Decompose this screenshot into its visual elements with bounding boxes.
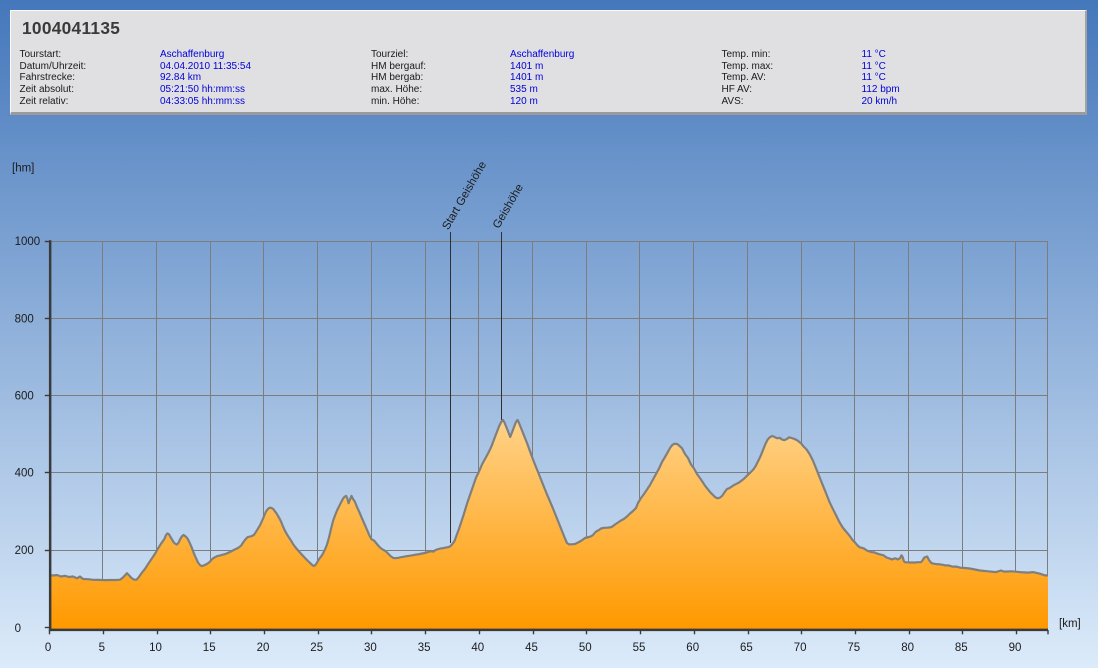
svg-text:85: 85 [955, 642, 968, 654]
svg-text:200: 200 [15, 545, 34, 557]
svg-text:55: 55 [633, 642, 646, 654]
svg-text:70: 70 [794, 642, 807, 654]
svg-text:60: 60 [686, 642, 699, 654]
svg-text:Geishöhe: Geishöhe [491, 182, 526, 231]
svg-text:20: 20 [257, 642, 270, 654]
svg-text:600: 600 [15, 391, 34, 403]
svg-text:5: 5 [99, 642, 105, 654]
svg-text:15: 15 [203, 642, 216, 654]
svg-text:0: 0 [45, 642, 51, 654]
svg-text:1000: 1000 [15, 236, 41, 248]
svg-text:10: 10 [149, 642, 162, 654]
svg-text:0: 0 [15, 623, 21, 635]
svg-text:75: 75 [847, 642, 860, 654]
svg-text:Start Geishöhe: Start Geishöhe [440, 160, 489, 232]
svg-text:[hm]: [hm] [12, 163, 34, 175]
svg-text:35: 35 [418, 642, 431, 654]
svg-text:90: 90 [1009, 642, 1022, 654]
svg-text:80: 80 [901, 642, 914, 654]
svg-text:40: 40 [471, 642, 484, 654]
svg-text:65: 65 [740, 642, 753, 654]
svg-text:800: 800 [15, 313, 34, 325]
svg-text:50: 50 [579, 642, 592, 654]
svg-text:[km]: [km] [1059, 618, 1081, 630]
svg-text:400: 400 [15, 468, 34, 480]
svg-text:30: 30 [364, 642, 377, 654]
svg-text:25: 25 [310, 642, 323, 654]
svg-text:45: 45 [525, 642, 538, 654]
